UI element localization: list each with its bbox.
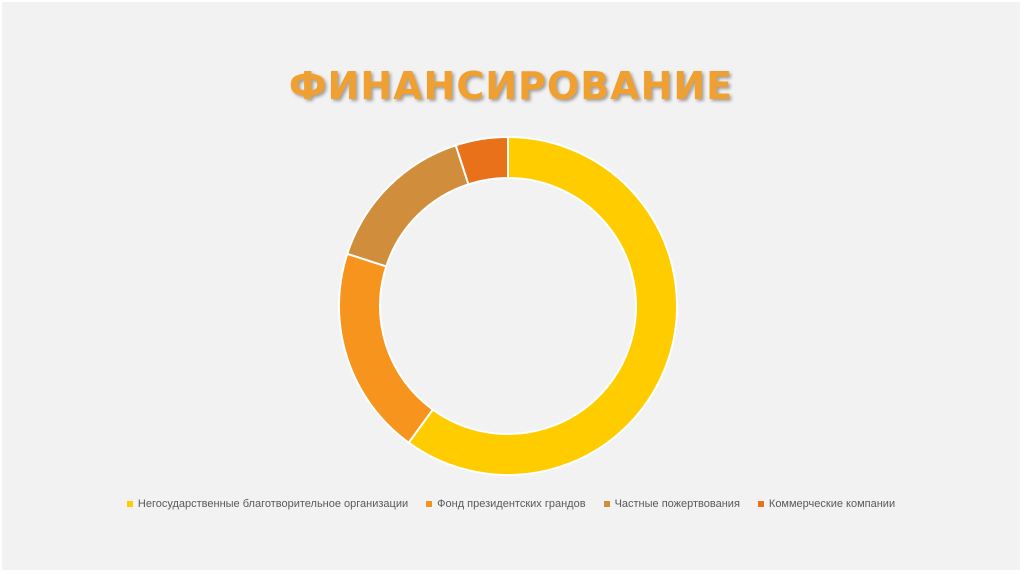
legend-item: Коммерческие компании: [757, 498, 896, 510]
legend-swatch: [426, 501, 433, 507]
legend-swatch: [126, 501, 133, 507]
legend-label: Частные пожертвования: [614, 498, 740, 510]
legend-item: Частные пожертвования: [603, 498, 740, 510]
legend-label: Негосударственные благотворительное орга…: [137, 498, 409, 510]
donut-slice-1: [407, 135, 678, 476]
chart-legend: Негосударственные благотворительное орга…: [2, 498, 1020, 510]
legend-swatch: [603, 501, 610, 507]
legend-swatch: [757, 501, 764, 507]
legend-item: Фонд президентских грандов: [426, 498, 586, 510]
page-title: ФИНАНСИРОВАНИЕ: [288, 64, 734, 108]
doughnut-chart: [338, 135, 678, 476]
donut-slice-3: [346, 144, 470, 268]
legend-item: Негосударственные благотворительное орга…: [126, 498, 409, 510]
legend-label: Фонд президентских грандов: [437, 498, 586, 510]
donut-slice-2: [338, 252, 435, 445]
donut-slice-4: [454, 135, 509, 186]
legend-label: Коммерческие компании: [768, 498, 896, 510]
